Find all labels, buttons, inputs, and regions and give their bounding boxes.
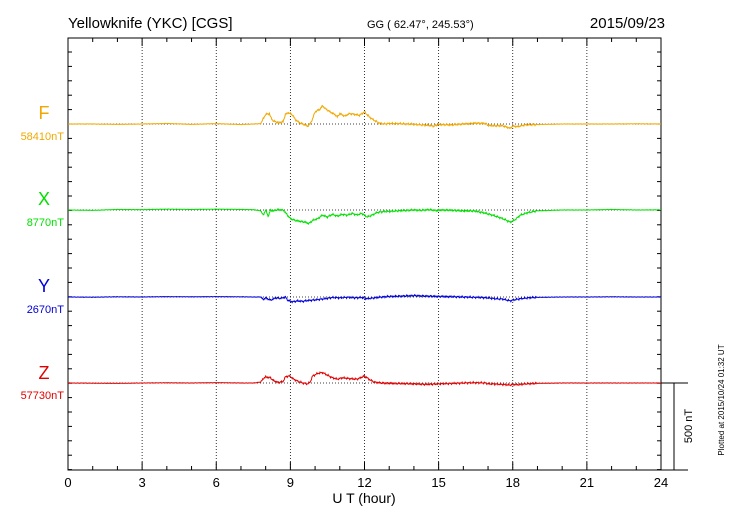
series-line-f — [68, 104, 662, 130]
series-lines — [67, 104, 662, 387]
x-tick-label: 3 — [139, 475, 146, 490]
series-name-f: F — [39, 103, 50, 123]
series-name-x: X — [38, 189, 50, 209]
x-tick-label: 9 — [287, 475, 294, 490]
x-tick-label: 6 — [213, 475, 220, 490]
x-tick-label: 12 — [357, 475, 371, 490]
scale-bar: 500 nT — [661, 382, 695, 471]
scale-bar-label: 500 nT — [683, 409, 695, 444]
x-tick-label: 18 — [506, 475, 520, 490]
station-coords: GG ( 62.47°, 245.53°) — [367, 19, 474, 31]
series-line-z — [67, 371, 661, 387]
x-tick-label: 15 — [431, 475, 445, 490]
series-line-x — [67, 207, 661, 226]
series-name-z: Z — [39, 363, 50, 383]
grid-lines — [68, 38, 661, 470]
series-baseline-x: 8770nT — [27, 217, 65, 229]
station-title: Yellowknife (YKC) [CGS] — [68, 15, 233, 32]
series-baseline-z: 57730nT — [21, 390, 65, 402]
x-tick-labels: 0 3 6 9 12 15 18 21 24 — [64, 475, 668, 490]
x-tick-label: 21 — [580, 475, 594, 490]
series-baseline-y: 2670nT — [27, 304, 65, 316]
series-name-y: Y — [38, 276, 50, 296]
plotted-timestamp: Plotted at 2015/10/24 01:32 UT — [717, 344, 726, 455]
series-baseline-f: 58410nT — [21, 131, 65, 143]
x-tick-label: 0 — [64, 475, 71, 490]
x-axis-label: U T (hour) — [332, 490, 395, 506]
date-label: 2015/09/23 — [590, 15, 665, 32]
series-line-y — [67, 293, 661, 304]
x-tick-label: 24 — [654, 475, 668, 490]
series-labels: F 58410nT X 8770nT Y 2670nT Z 57730nT — [21, 103, 65, 402]
